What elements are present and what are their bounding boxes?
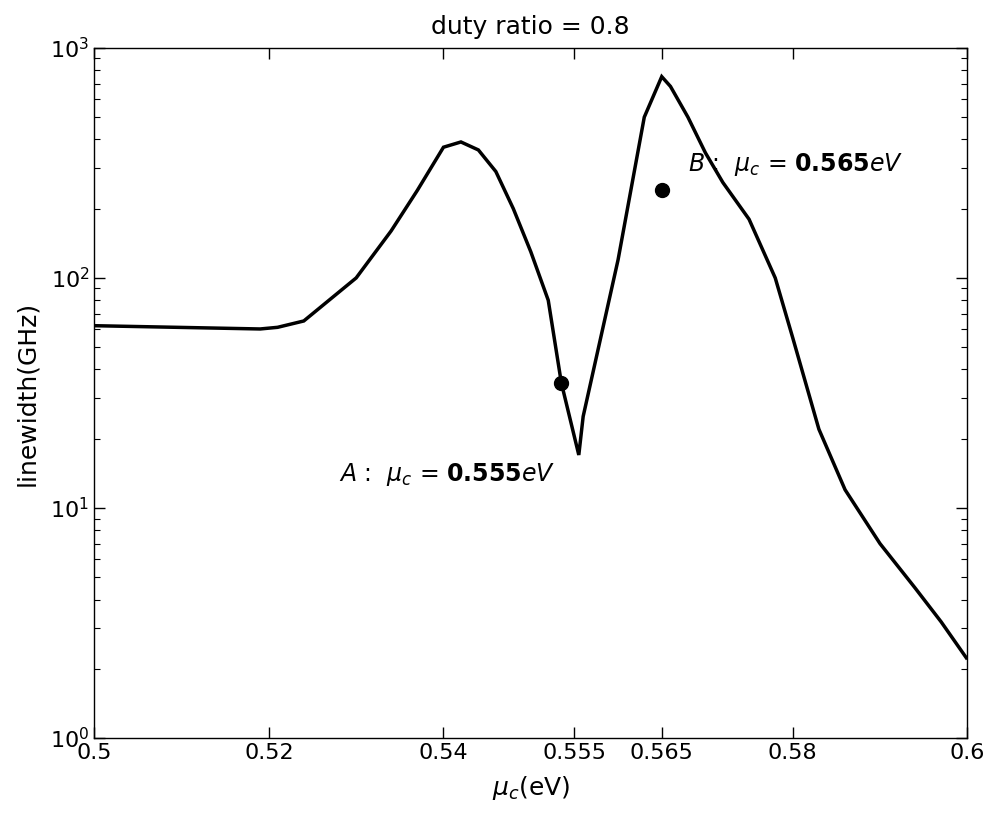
Text: $\mathit{B}$ :  $\mu_c$ = $\mathbf{0.565}$$\mathit{eV}$: $\mathit{B}$ : $\mu_c$ = $\mathbf{0.565}… bbox=[688, 151, 903, 178]
Y-axis label: linewidth(GHz): linewidth(GHz) bbox=[15, 301, 39, 485]
Text: $\mathit{A}$ :  $\mu_c$ = $\mathbf{0.555}$$\mathit{eV}$: $\mathit{A}$ : $\mu_c$ = $\mathbf{0.555}… bbox=[339, 461, 555, 488]
Title: duty ratio = 0.8: duty ratio = 0.8 bbox=[431, 15, 630, 39]
X-axis label: $\mu_c$(eV): $\mu_c$(eV) bbox=[492, 774, 570, 802]
